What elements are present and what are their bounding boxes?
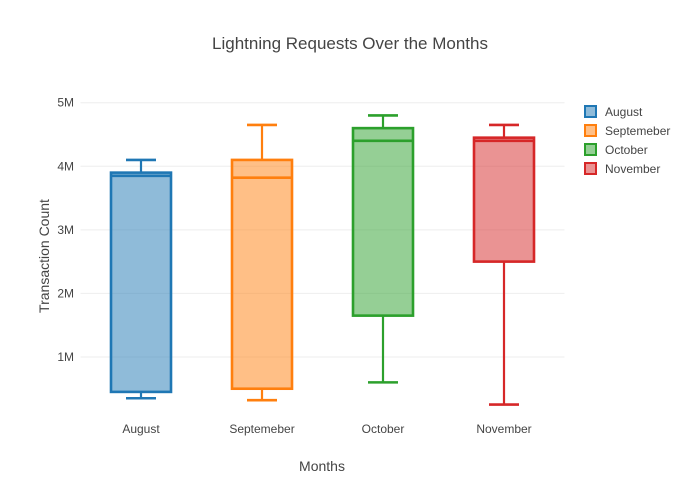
iqr-box [230,158,294,391]
box-august[interactable] [109,158,173,400]
y-tick-label: 3M [57,223,74,237]
x-axis-title: Months [299,458,345,474]
box-november[interactable] [472,123,536,406]
x-tick-label-august: August [122,422,160,436]
chart-title: Lightning Requests Over the Months [212,34,488,53]
x-tick-label-septemeber: Septemeber [229,422,294,436]
iqr-box [351,126,415,317]
legend-swatch-icon [584,105,597,118]
y-tick-label: 4M [57,159,74,173]
legend-swatch-icon [584,162,597,175]
legend: August Septemeber October November [584,102,670,178]
x-tick-label-october: October [362,422,405,436]
legend-item-septemeber[interactable]: Septemeber [584,121,670,140]
legend-item-october[interactable]: October [584,140,670,159]
legend-label: October [605,142,648,157]
box-october[interactable] [351,114,415,384]
iqr-box [109,171,173,394]
y-tick-label: 5M [57,96,74,110]
legend-label: Septemeber [605,123,671,138]
y-tick-label: 1M [57,350,74,364]
legend-label: August [605,104,643,119]
legend-swatch-icon [584,124,597,137]
legend-swatch-icon [584,143,597,156]
y-tick-label: 2M [57,286,74,300]
legend-label: November [605,161,661,176]
iqr-box [472,136,536,263]
legend-item-august[interactable]: August [584,102,670,121]
x-tick-label-november: November [476,422,531,436]
box-septemeber[interactable] [230,123,294,402]
legend-item-november[interactable]: November [584,159,670,178]
